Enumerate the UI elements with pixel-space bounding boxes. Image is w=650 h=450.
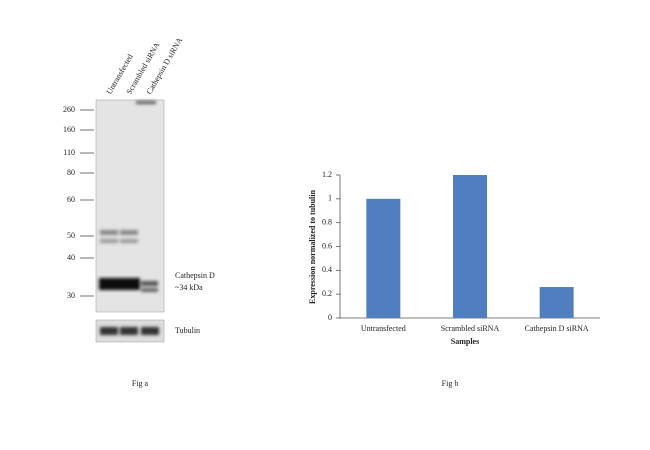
marker-label: 50 bbox=[67, 231, 75, 240]
loading-control-label: Tubulin bbox=[175, 326, 200, 335]
marker-label: 40 bbox=[67, 253, 75, 262]
y-tick-label: 0.6 bbox=[322, 241, 332, 250]
y-tick-label: 1.2 bbox=[322, 170, 332, 179]
marker-label: 60 bbox=[67, 195, 75, 204]
marker-label: 80 bbox=[67, 168, 75, 177]
band-label: Cathepsin D bbox=[175, 271, 215, 280]
bands bbox=[99, 101, 158, 292]
y-axis-title: Expression normalized to tubulin bbox=[308, 190, 317, 304]
y-tick-label: 0.4 bbox=[322, 265, 332, 274]
x-tick-label: Cathepsin D siRNA bbox=[525, 324, 589, 333]
marker-label: 30 bbox=[67, 291, 75, 300]
band-label: ~34 kDa bbox=[175, 283, 203, 292]
x-tick-label: Scrambled siRNA bbox=[441, 324, 500, 333]
bar bbox=[539, 287, 574, 318]
marker-label: 110 bbox=[63, 148, 75, 157]
marker-label: 160 bbox=[63, 125, 75, 134]
y-tick-label: 0.2 bbox=[322, 289, 332, 298]
y-tick-label: 1 bbox=[328, 194, 332, 203]
x-tick-label: Untransfected bbox=[361, 324, 406, 333]
caption: Fig b bbox=[442, 379, 459, 388]
caption: Fig a bbox=[132, 379, 149, 388]
y-tick-label: 0.8 bbox=[322, 217, 332, 226]
bar bbox=[453, 175, 487, 318]
western-blot: 260 160 110 80 60 50 40 30 Untransfected… bbox=[63, 36, 215, 388]
marker-label: 260 bbox=[63, 105, 75, 114]
blot-membrane bbox=[95, 99, 165, 313]
x-axis-title: Samples bbox=[451, 337, 479, 346]
bar bbox=[366, 198, 401, 318]
y-tick-label: 0 bbox=[328, 313, 332, 322]
